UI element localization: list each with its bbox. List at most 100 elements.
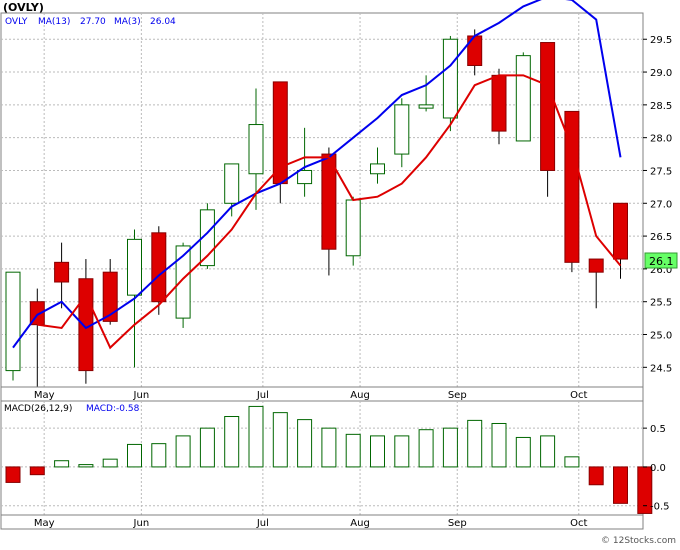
macd-bar [540,435,556,468]
candle [370,147,385,184]
candle-body [540,42,556,171]
price-ytick-label: 29.0 [650,68,672,79]
candle [248,88,264,210]
price-ytick-label: 27.5 [650,166,672,177]
macd-ytick-label: 0.0 [650,463,666,474]
candle-body [613,202,628,260]
macd-bar [29,466,45,476]
price-xtick-label: Aug [350,390,370,401]
macd-value-label: MACD:-0.58 [86,404,140,414]
candle-body [588,258,604,273]
chart-title: (OVLY) [3,1,44,14]
candle [394,98,410,168]
candle-body [127,238,142,296]
price-candles [5,29,628,387]
candle-body [442,38,458,119]
macd-bar [588,466,604,486]
macd-ytick-label: 0.5 [650,424,666,435]
candle [515,52,531,142]
price-moving-averages [12,0,622,350]
candle [564,110,580,273]
macd-bar [78,464,94,468]
candle-body [394,104,410,155]
price-xtick-label: May [34,390,55,401]
last-price-label: 26.1 [649,255,674,268]
price-xtick-label: Jul [256,390,269,401]
candle [540,42,556,197]
price-xtick-label: Sep [448,390,467,401]
macd-bar [418,429,434,468]
macd-bar [515,436,531,468]
price-ytick-label: 28.5 [650,101,672,112]
legend-ma3-value: 26.04 [150,17,176,27]
candle-body [175,245,191,319]
macd-bar [127,443,142,468]
last-price-tag: 26.1 [644,252,678,269]
price-x-strip [0,386,644,402]
legend-ma3-label: MA(3) [114,17,141,27]
macd-bar [394,435,410,468]
candle [442,35,458,132]
candle-body [370,163,385,175]
candle-body [248,124,264,175]
candle [297,127,313,197]
price-ytick-label: 25.0 [650,331,672,342]
candle [613,202,628,279]
candle [345,196,361,266]
macd-xtick-label: Jun [133,518,150,529]
price-legend: OVLY MA(13) 27.70 MA(3) 26.04 [5,17,176,27]
price-ytick-label: 29.5 [650,35,672,46]
watermark: © 12Stocks.com [601,536,676,546]
candle [5,271,21,381]
price-xtick-label: Oct [570,390,587,401]
macd-x-axis: May Jun Jul Aug Sep Oct [34,518,588,529]
macd-bar [345,433,361,468]
macd-bar [151,443,167,468]
candle-body [418,104,434,109]
candle-body [321,153,337,250]
legend-ma13-value: 27.70 [80,17,106,27]
macd-xtick-label: Oct [570,518,587,529]
price-ytick-label: 28.0 [650,134,672,145]
macd-bar [613,466,628,504]
candle-body [54,261,70,283]
price-ytick-label: 26.0 [650,265,672,276]
price-y-axis: 24.5 25.0 25.5 26.0 26.5 27.0 27.5 28.0 28.5 29.0… [643,35,672,374]
macd-bar [5,466,21,483]
candle-body [297,169,313,185]
macd-xtick-label: Sep [448,518,467,529]
macd-bar [467,419,483,468]
candle-body [224,163,240,204]
macd-bars [5,405,653,514]
legend-ma13-label: MA(13) [38,17,70,27]
price-xtick-label: Jun [133,390,150,401]
macd-bar [248,405,264,468]
candle [588,258,604,309]
candle-body [491,74,507,132]
macd-xtick-label: May [34,518,55,529]
candle-body [515,55,531,142]
candle [321,147,337,276]
candle-body [151,232,167,303]
macd-bar [102,458,118,468]
macd-x-strip [0,514,644,530]
macd-bar [370,435,385,468]
macd-bar [199,427,215,468]
macd-title: MACD(26,12,9) [4,404,72,414]
candle [54,242,70,309]
candle-body [102,271,118,322]
macd-legend: MACD(26,12,9) MACD:-0.58 [4,404,140,414]
candle [418,75,434,112]
candle [102,259,118,325]
macd-bar [224,416,240,468]
candle-body [5,271,21,372]
macd-bar [272,412,288,468]
price-ytick-label: 26.5 [650,232,672,243]
macd-xtick-label: Aug [350,518,370,529]
macd-bar [297,419,313,468]
macd-bar [564,456,580,468]
macd-bar [442,427,458,468]
macd-bar [54,460,70,468]
